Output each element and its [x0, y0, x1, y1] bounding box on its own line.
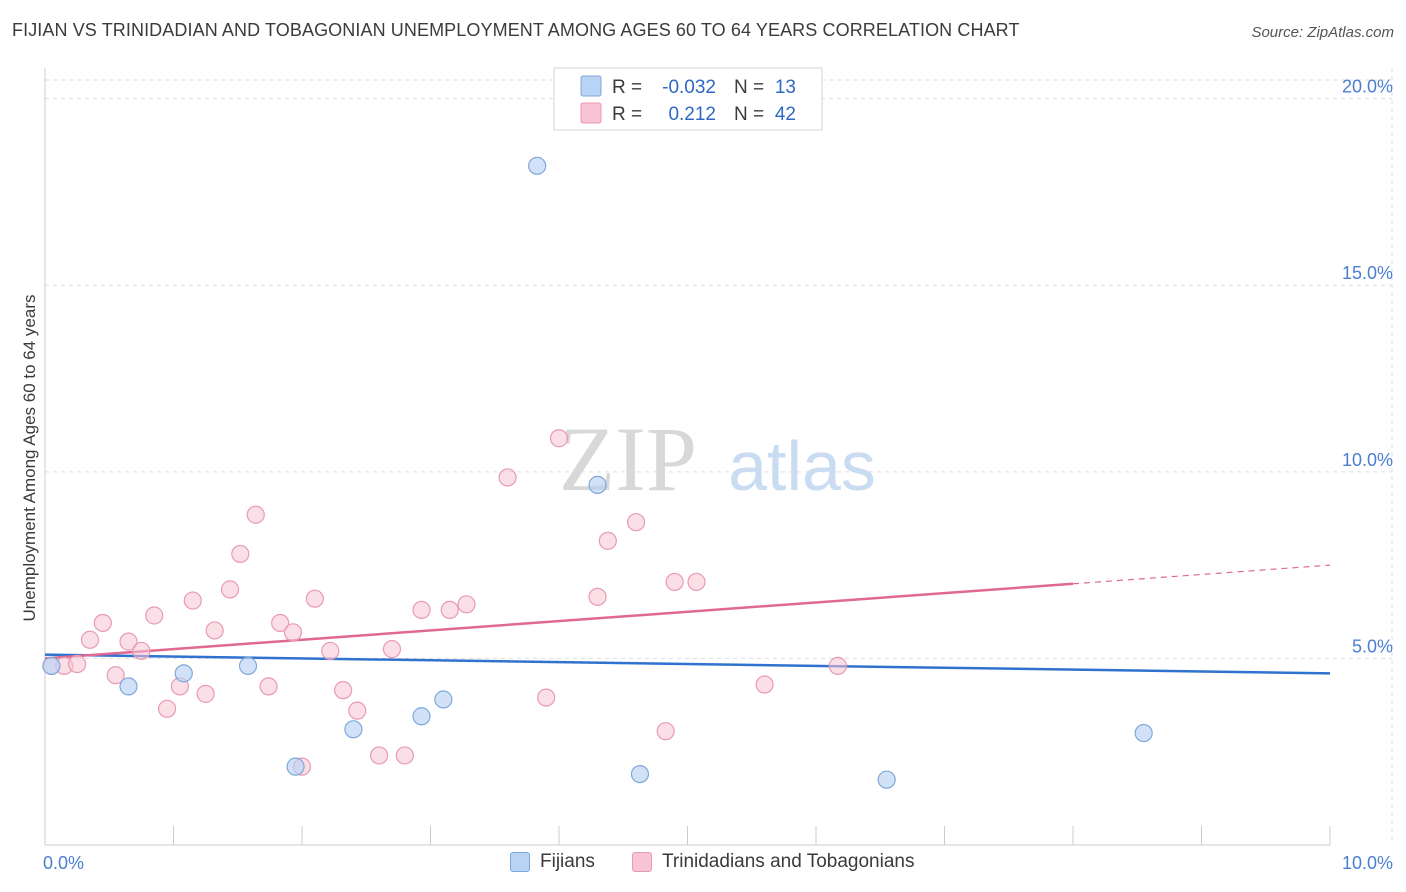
- labels-layer: 5.0% 10.0% 15.0% 20.0% 0.0% 10.0%: [43, 77, 1393, 873]
- legend-label-trinidadians: Trinidadians and Tobagonians: [662, 851, 915, 872]
- trini-point: [119, 632, 138, 651]
- legend-swatch-trinidadians: [632, 852, 652, 872]
- watermark-zip: ZIP: [559, 408, 697, 510]
- trini-point: [549, 429, 569, 448]
- trini-n-value: 42: [775, 104, 796, 125]
- trini-trend-line-extension: [1072, 564, 1331, 585]
- fijian-r-label: R =: [612, 77, 642, 98]
- stats-legend: R = -0.032 N = 13 R = 0.212 N = 42: [553, 67, 823, 131]
- trini-point: [305, 589, 324, 608]
- legend-label-fijians: Fijians: [540, 851, 595, 872]
- trini-trend-line: [44, 582, 1074, 660]
- y-tick-label: 20.0%: [1342, 77, 1393, 97]
- x-tick-label: 10.0%: [1342, 853, 1393, 873]
- trini-point: [271, 613, 290, 633]
- trini-point: [687, 572, 706, 592]
- trini-point: [220, 580, 240, 599]
- trini-point: [283, 623, 303, 642]
- trini-point: [68, 654, 87, 674]
- watermark: ZIP atlas: [559, 408, 876, 510]
- trini-point: [231, 544, 250, 564]
- trini-point: [145, 606, 164, 625]
- fijian-point: [119, 677, 138, 696]
- trini-point: [80, 630, 100, 649]
- fijian-point: [1134, 723, 1153, 743]
- trini-point: [440, 600, 459, 620]
- trini-point: [259, 677, 278, 696]
- fijian-point: [528, 156, 547, 175]
- trini-point: [457, 595, 476, 614]
- axis-layer: [44, 68, 1331, 846]
- fijian-point: [344, 720, 363, 739]
- trini-point: [665, 572, 684, 592]
- y-tick-label: 5.0%: [1352, 636, 1393, 656]
- fijian-point: [434, 690, 453, 709]
- legend-swatch-fijians: [510, 852, 530, 872]
- fijian-point: [877, 770, 896, 789]
- source-label: Source: ZipAtlas.com: [1251, 24, 1394, 41]
- fijian-trend-line: [44, 653, 1331, 675]
- fijian-swatch: [580, 75, 602, 97]
- trini-r-label: R =: [612, 104, 642, 125]
- fijian-point: [286, 757, 305, 776]
- legend-item-trinidadians: Trinidadians and Tobagonians: [632, 851, 914, 873]
- trini-n-label: N =: [734, 104, 764, 125]
- trini-point: [246, 505, 265, 524]
- x-tick-label: 0.0%: [43, 853, 84, 873]
- watermark-atlas: atlas: [728, 427, 876, 505]
- points-layer: [42, 156, 1153, 789]
- trini-point: [205, 621, 224, 640]
- fijian-point: [174, 664, 193, 683]
- trini-point: [93, 613, 112, 633]
- y-tick-label: 15.0%: [1342, 263, 1393, 283]
- y-tick-label: 10.0%: [1342, 450, 1393, 470]
- fijian-n-value: 13: [775, 77, 796, 98]
- trini-point: [395, 746, 414, 765]
- trini-point: [106, 666, 125, 685]
- trini-point: [348, 701, 367, 720]
- trini-point: [626, 513, 646, 532]
- bottom-legend: Fijians Trinidadians and Tobagonians: [0, 851, 1406, 879]
- trend-layer: [44, 564, 1331, 675]
- fijian-n-label: N =: [734, 77, 764, 98]
- trini-swatch: [580, 102, 602, 124]
- legend-item-fijians: Fijians: [510, 851, 595, 873]
- trini-point: [656, 722, 675, 741]
- trini-r-value: 0.212: [668, 104, 716, 125]
- fijian-point: [630, 764, 650, 784]
- trini-point: [370, 746, 389, 765]
- trini-point: [598, 531, 617, 550]
- trini-point: [321, 641, 340, 661]
- grid-layer: [45, 68, 1393, 845]
- trini-point: [183, 591, 202, 610]
- trini-point: [157, 699, 177, 718]
- fijian-point: [42, 656, 61, 675]
- chart-title: FIJIAN VS TRINIDADIAN AND TOBAGONIAN UNE…: [12, 20, 1020, 40]
- trini-point: [537, 688, 556, 707]
- trini-point: [412, 600, 431, 620]
- fijian-point: [412, 707, 431, 726]
- trini-point: [828, 656, 847, 675]
- trini-point: [498, 468, 517, 487]
- fijian-point: [238, 656, 258, 675]
- trini-point: [196, 684, 215, 703]
- fijian-point: [588, 475, 607, 494]
- fijian-r-value: -0.032: [662, 77, 716, 98]
- trini-point: [382, 639, 402, 659]
- trini-point: [334, 681, 353, 700]
- trini-point: [588, 587, 607, 606]
- trini-point: [132, 641, 151, 661]
- trini-point: [755, 675, 774, 694]
